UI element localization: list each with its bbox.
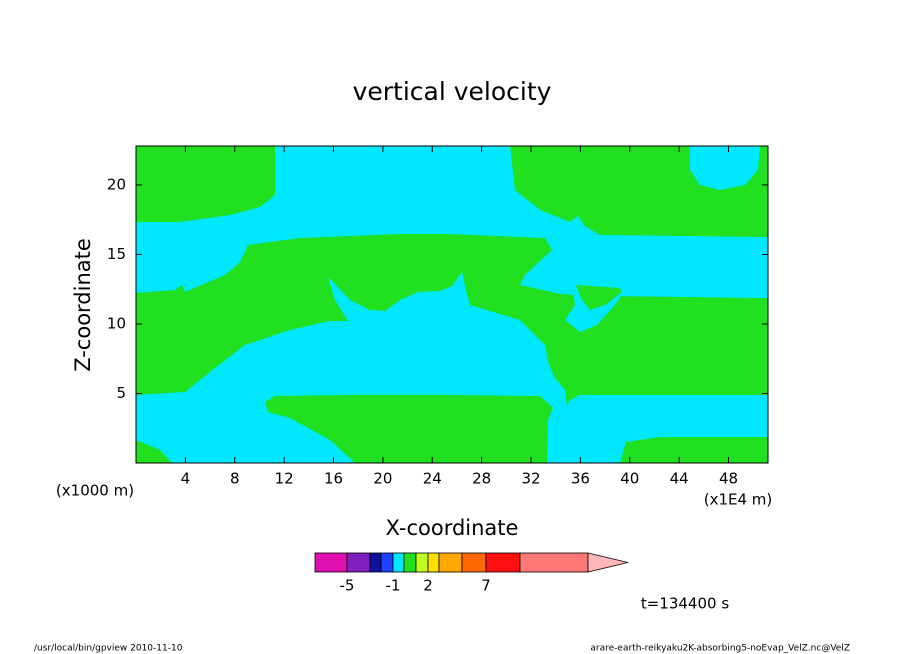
colorbar-tick-label: 2 bbox=[423, 577, 433, 595]
x-unit: (x1E4 m) bbox=[704, 491, 773, 509]
x-tick-label: 44 bbox=[670, 470, 689, 488]
footer-left: /usr/local/bin/gpview 2010-11-10 bbox=[34, 644, 183, 654]
x-axis-label: X-coordinate bbox=[386, 516, 519, 540]
colorbar-cell bbox=[346, 552, 371, 573]
contour-field bbox=[136, 146, 768, 463]
x-tick-label: 16 bbox=[324, 470, 343, 488]
colorbar-cell bbox=[415, 552, 429, 573]
x-tick-label: 12 bbox=[275, 470, 294, 488]
y-unit: (x1000 m) bbox=[56, 482, 134, 500]
colorbar-tick-label: -1 bbox=[386, 577, 401, 595]
footer-right: arare-earth-reikyaku2K-absorbing5-noEvap… bbox=[590, 644, 850, 654]
colorbar-cell bbox=[427, 552, 440, 573]
colorbar-cell bbox=[461, 552, 487, 573]
x-tick-label: 28 bbox=[472, 470, 491, 488]
colorbar-extend bbox=[587, 552, 629, 573]
contour-region bbox=[620, 437, 768, 463]
contour-region bbox=[265, 395, 553, 463]
y-tick-label: 20 bbox=[107, 175, 126, 193]
x-tick-label: 40 bbox=[620, 470, 639, 488]
colorbar-cell bbox=[380, 552, 394, 573]
x-tick-label: 32 bbox=[521, 470, 540, 488]
colorbar-tick-label: 7 bbox=[481, 577, 491, 595]
x-tick-label: 20 bbox=[373, 470, 392, 488]
contour-region bbox=[136, 234, 768, 406]
y-tick-label: 5 bbox=[116, 384, 126, 402]
colorbar-cell bbox=[403, 552, 417, 573]
x-tick-label: 36 bbox=[571, 470, 590, 488]
colorbar-tick-label: -5 bbox=[340, 577, 355, 595]
colorbar-cell bbox=[485, 552, 521, 573]
colorbar-cell bbox=[392, 552, 405, 573]
contour-region bbox=[690, 146, 760, 190]
x-tick-label: 8 bbox=[230, 470, 240, 488]
chart-title: vertical velocity bbox=[353, 77, 552, 106]
y-tick-label: 15 bbox=[107, 245, 126, 263]
x-tick-label: 4 bbox=[181, 470, 191, 488]
x-tick-label: 24 bbox=[423, 470, 442, 488]
y-axis-label: Z-coordinate bbox=[71, 238, 95, 372]
colorbar-cell bbox=[438, 552, 463, 573]
plot-frame bbox=[135, 145, 769, 464]
colorbar-cell bbox=[519, 552, 589, 573]
colorbar-cell bbox=[314, 552, 348, 573]
colorbar-cell bbox=[369, 552, 382, 573]
contour-region bbox=[576, 285, 622, 310]
contour-region bbox=[136, 146, 275, 222]
y-tick-label: 10 bbox=[107, 314, 126, 332]
annotation: t=134400 s bbox=[641, 595, 729, 613]
x-tick-label: 48 bbox=[719, 470, 738, 488]
contour-region bbox=[136, 440, 172, 463]
